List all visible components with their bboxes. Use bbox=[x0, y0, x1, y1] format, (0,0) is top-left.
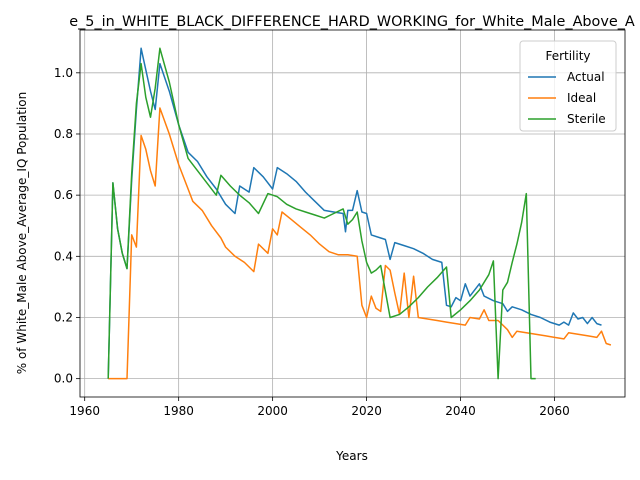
y-tick-label: 0.2 bbox=[54, 310, 73, 324]
x-axis-label: Years bbox=[335, 449, 368, 463]
x-tick-label: 1960 bbox=[69, 404, 100, 418]
axis-ticks: 1960 1980 2000 2020 2040 2060 0.0 0.2 0.4 0.6 0.8 1… bbox=[54, 66, 570, 418]
series-line-actual bbox=[107, 47, 602, 379]
x-tick-label: 2000 bbox=[257, 404, 288, 418]
y-tick-label: 0.6 bbox=[54, 188, 73, 202]
series-line-ideal bbox=[108, 107, 612, 380]
y-tick-label: 0.8 bbox=[54, 127, 73, 141]
legend-box bbox=[519, 40, 617, 132]
x-tick-label: 2040 bbox=[445, 404, 476, 418]
series-lines bbox=[107, 47, 612, 380]
legend-label-sterile: Sterile bbox=[567, 112, 606, 126]
legend-label-actual: Actual bbox=[567, 70, 605, 84]
x-tick-label: 2020 bbox=[351, 404, 382, 418]
legend: Fertility Actual Ideal Sterile bbox=[519, 40, 617, 132]
y-tick-label: 0.4 bbox=[54, 249, 73, 263]
series-line-sterile bbox=[107, 47, 536, 380]
legend-label-ideal: Ideal bbox=[567, 91, 596, 105]
x-tick-label: 1980 bbox=[163, 404, 194, 418]
x-tick-label: 2060 bbox=[539, 404, 570, 418]
chart-title: e_5_in_WHITE_BLACK_DIFFERENCE_HARD_WORKI… bbox=[69, 14, 635, 30]
legend-title: Fertility bbox=[545, 49, 590, 63]
y-tick-label: 0.0 bbox=[54, 372, 73, 386]
plot-frame bbox=[79, 29, 626, 398]
y-tick-label: 1.0 bbox=[54, 66, 73, 80]
y-axis-label: % of White_Male Above_Average_IQ Populat… bbox=[15, 92, 29, 375]
